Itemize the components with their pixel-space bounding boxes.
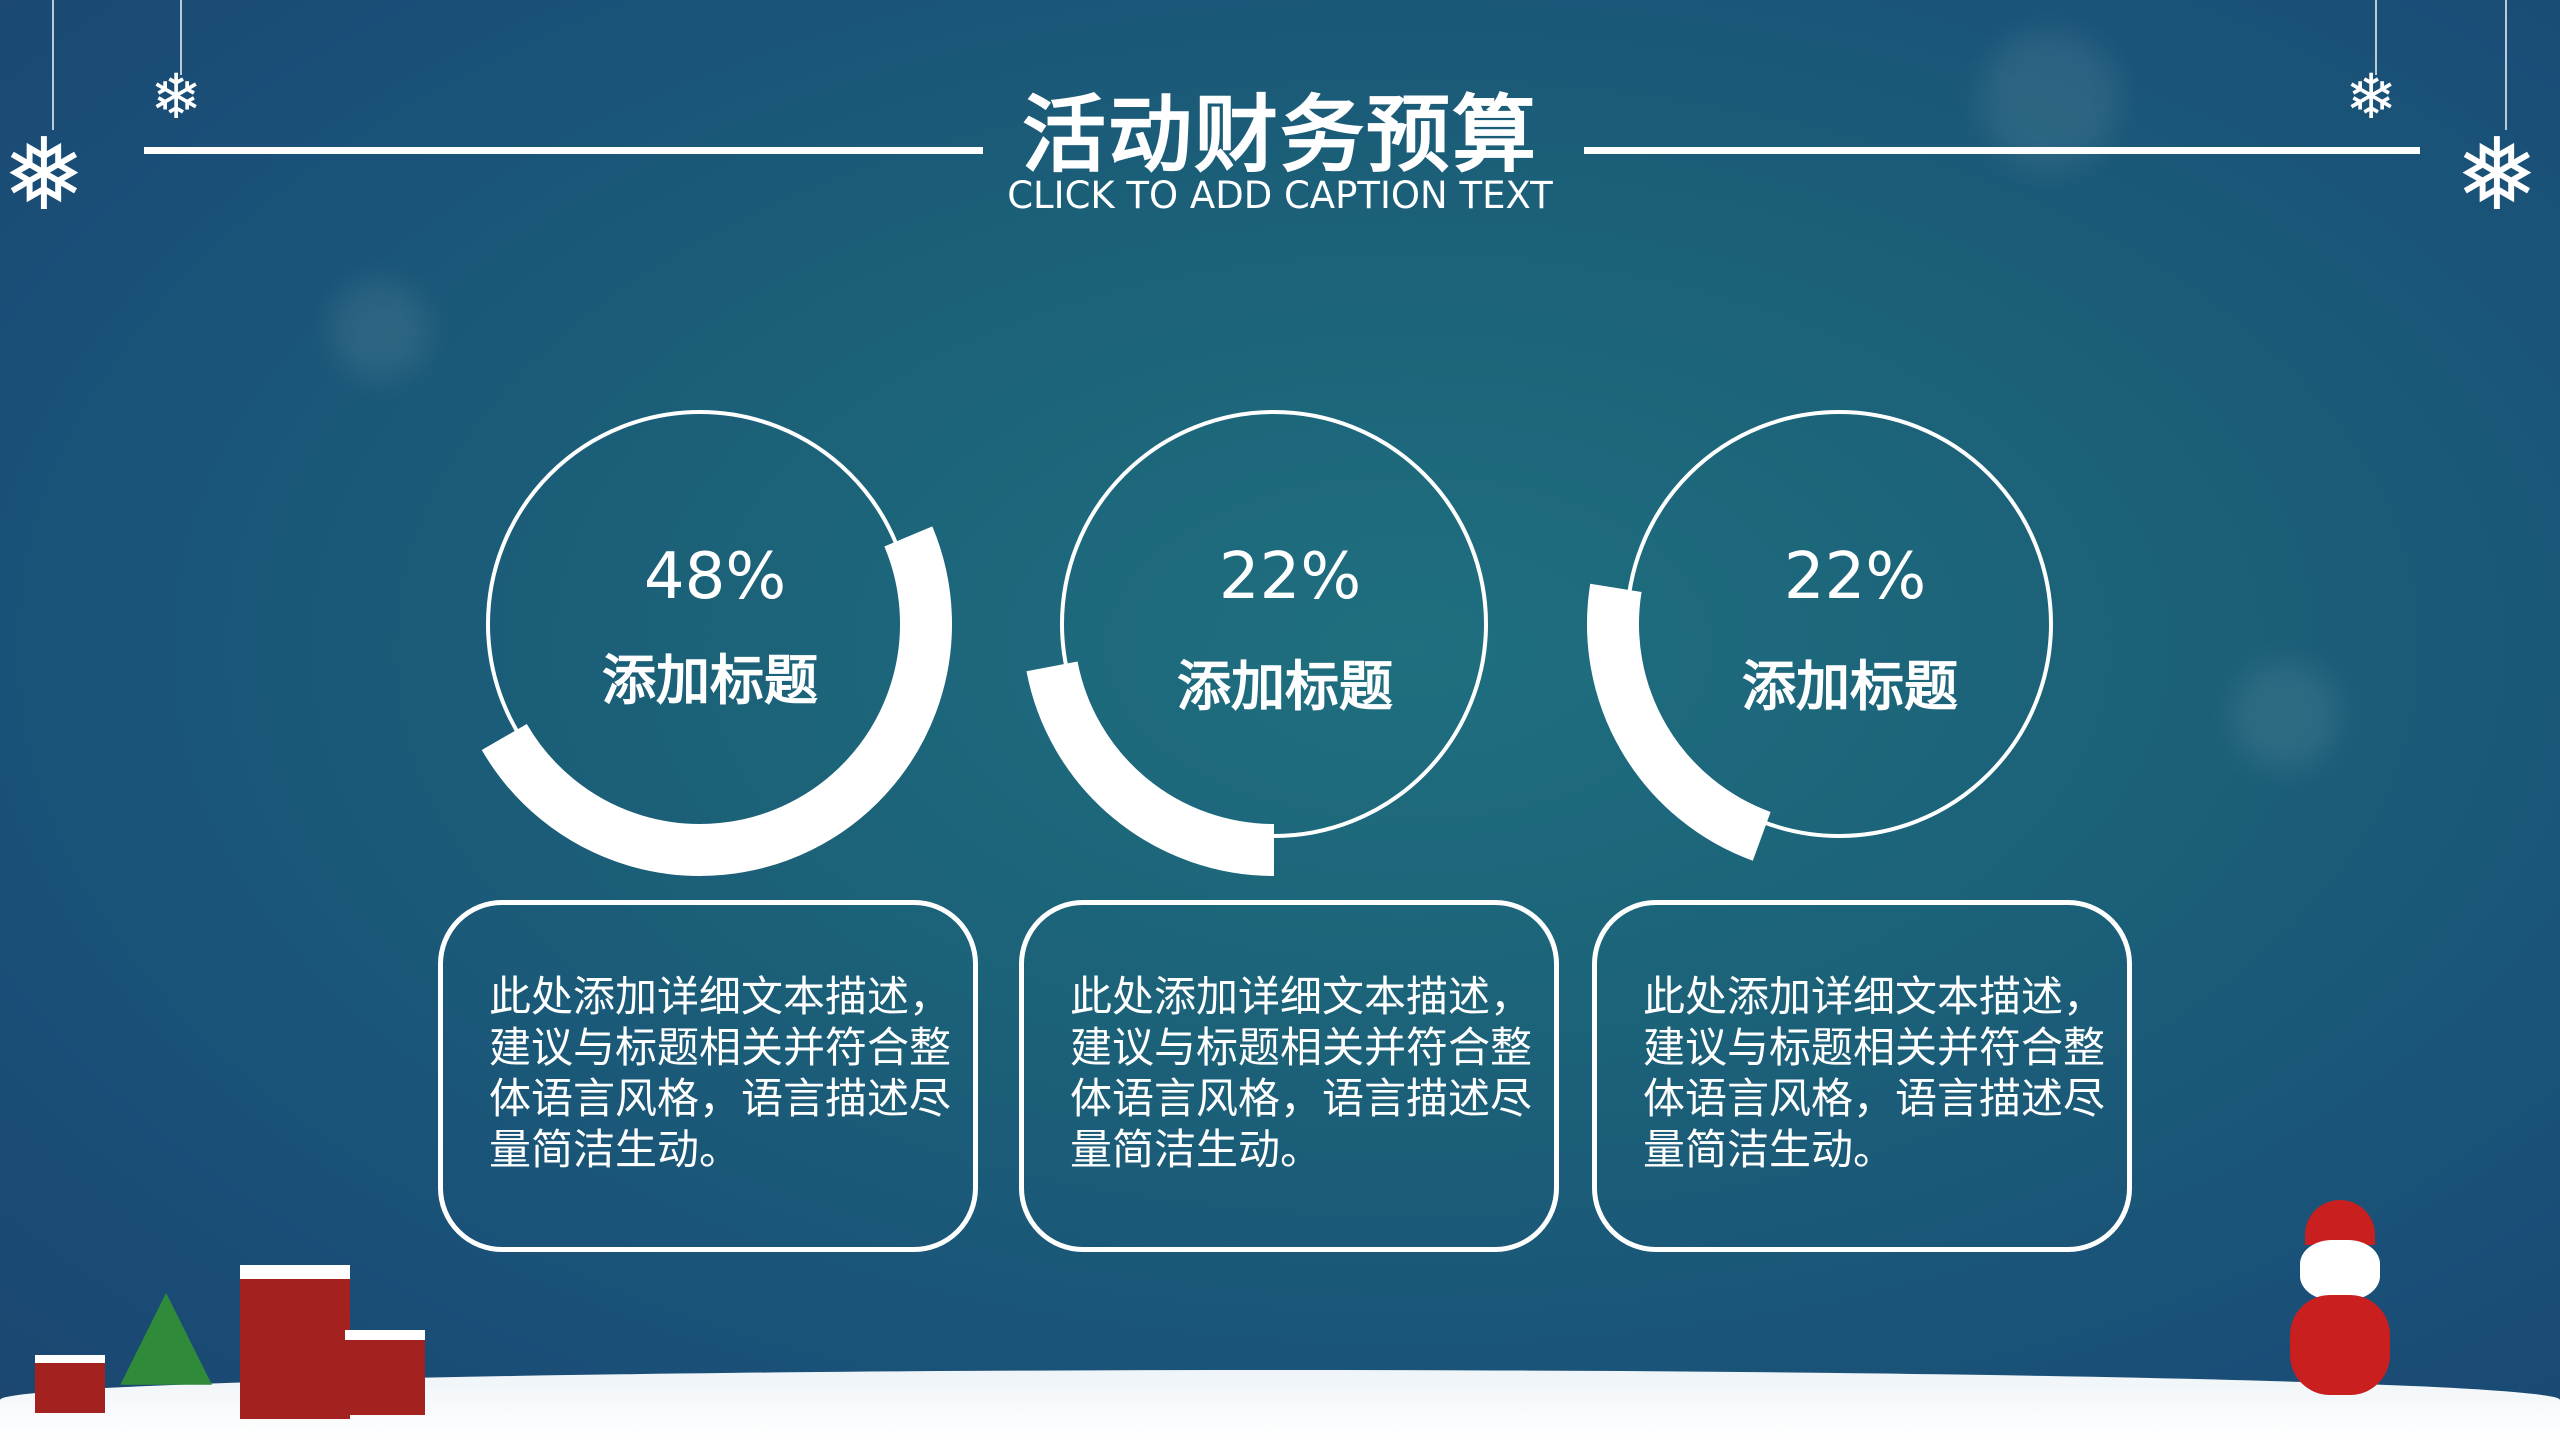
ornament-string — [52, 0, 54, 130]
snowflake-icon: ❄ — [2345, 60, 2397, 133]
snow-ground — [0, 1370, 2560, 1440]
progress-arc-2 — [1026, 661, 1275, 876]
card-3-percent: 22% — [1783, 540, 1927, 614]
santa-claus-icon — [2290, 1200, 2400, 1420]
ornament-string — [2375, 0, 2377, 75]
christmas-house-icon — [240, 1265, 350, 1419]
card-1-percent: 48% — [643, 540, 787, 614]
ornament-string — [180, 0, 182, 75]
card-2-description-box[interactable]: 此处添加详细文本描述，建议与标题相关并符合整体语言风格，语言描述尽量简洁生动。 — [1019, 900, 1559, 1252]
snowflake-icon: ❅ — [2455, 116, 2539, 233]
card-3-description-box[interactable]: 此处添加详细文本描述，建议与标题相关并符合整体语言风格，语言描述尽量简洁生动。 — [1592, 900, 2132, 1252]
title-line-left — [144, 147, 983, 154]
card-1-description: 此处添加详细文本描述，建议与标题相关并符合整体语言风格，语言描述尽量简洁生动。 — [489, 972, 952, 1174]
bokeh-light — [330, 280, 430, 380]
progress-arc-3 — [1587, 583, 1771, 861]
card-1-title[interactable]: 添加标题 — [602, 649, 818, 712]
card-1-description-box[interactable]: 此处添加详细文本描述，建议与标题相关并符合整体语言风格，语言描述尽量简洁生动。 — [438, 900, 978, 1252]
snowflake-icon: ❄ — [150, 60, 202, 133]
christmas-house-icon — [345, 1330, 425, 1415]
card-3-description: 此处添加详细文本描述，建议与标题相关并符合整体语言风格，语言描述尽量简洁生动。 — [1643, 972, 2106, 1174]
bokeh-light — [1980, 30, 2120, 170]
snowflake-icon: ❅ — [2, 116, 86, 233]
christmas-tree-icon: ▲ — [120, 1260, 213, 1399]
ornament-string — [2505, 0, 2507, 130]
title-line-right — [1584, 147, 2420, 154]
bokeh-light — [2230, 660, 2340, 770]
christmas-house-icon — [35, 1355, 105, 1413]
card-2-description: 此处添加详细文本描述，建议与标题相关并符合整体语言风格，语言描述尽量简洁生动。 — [1070, 972, 1533, 1174]
card-2-percent: 22% — [1218, 540, 1362, 614]
page-title: 活动财务预算 — [1021, 86, 1538, 184]
progress-arc-1 — [481, 526, 952, 876]
card-2-title[interactable]: 添加标题 — [1177, 655, 1393, 718]
page-caption[interactable]: CLICK TO ADD CAPTION TEXT — [1007, 174, 1553, 217]
card-3-title[interactable]: 添加标题 — [1742, 655, 1958, 718]
